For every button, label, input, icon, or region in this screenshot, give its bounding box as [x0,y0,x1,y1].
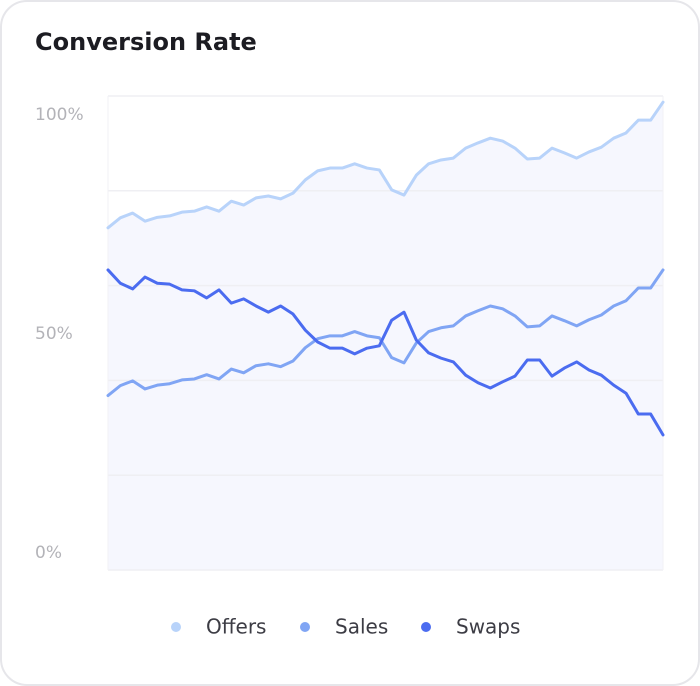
legend-label: Offers [206,615,266,639]
y-tick-label: 100% [35,105,84,125]
y-tick-label: 50% [35,324,73,344]
line [106,268,665,398]
chart-title: Conversion Rate [35,28,257,56]
line [106,100,665,230]
line [106,268,665,437]
legend-label: Sales [335,615,388,639]
legend-dot [421,622,431,632]
legend-dot [300,622,310,632]
legend-dot [171,622,181,632]
y-tick-label: 0% [35,543,62,563]
legend-label: Swaps [456,615,520,639]
